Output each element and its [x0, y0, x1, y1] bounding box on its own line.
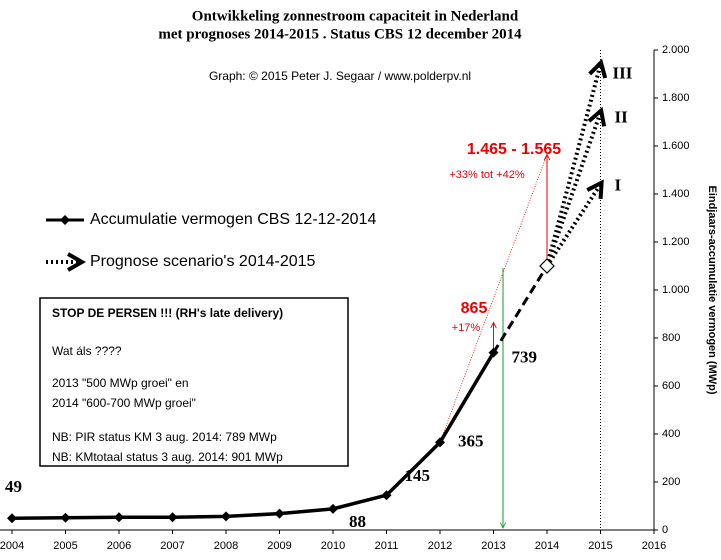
- scenario-line: [545, 106, 607, 267]
- x-tick-label: 2015: [588, 540, 612, 552]
- x-tick-label: 2016: [642, 540, 666, 552]
- series-point: [381, 490, 392, 501]
- x-tick-label: 2012: [428, 540, 452, 552]
- chart-subtitle: met prognoses 2014-2015 . Status CBS 12 …: [158, 26, 522, 42]
- data-label: 145: [405, 466, 431, 485]
- scenario-label: I: [615, 175, 622, 194]
- y-tick-label: 0: [662, 524, 668, 536]
- data-label: 49: [5, 477, 22, 496]
- box-line: 2014 "600-700 MWp groei": [52, 396, 196, 410]
- scenario-label: III: [613, 63, 633, 82]
- x-tick-label: 2004: [0, 540, 24, 552]
- data-label: 365: [458, 431, 484, 450]
- x-tick-label: 2013: [481, 540, 505, 552]
- y-tick-label: 1.400: [662, 188, 690, 200]
- y-tick-label: 2.000: [662, 44, 690, 56]
- y-tick-label: 1.800: [662, 92, 690, 104]
- series-point: [221, 511, 231, 522]
- y-tick-label: 1.600: [662, 140, 690, 152]
- y-tick-label: 200: [662, 476, 680, 488]
- x-tick-label: 2007: [160, 540, 184, 552]
- data-label: 88: [349, 512, 366, 531]
- series-point: [328, 503, 338, 514]
- series-point: [488, 347, 499, 358]
- box-line: NB: PIR status KM 3 aug. 2014: 789 MWp: [52, 430, 277, 444]
- annotation-note: +17%: [452, 322, 481, 334]
- prognosis-line: [492, 265, 549, 354]
- series-line: [11, 351, 496, 520]
- annotation-guide: [439, 154, 548, 443]
- scenario-label: II: [615, 107, 629, 126]
- series-point: [435, 437, 445, 448]
- legend-label: Prognose scenario's 2014-2015: [90, 253, 316, 270]
- series-point: [167, 512, 178, 523]
- x-tick-label: 2008: [214, 540, 238, 552]
- note-box: [39, 297, 349, 467]
- annotation-note: +33% tot +42%: [449, 169, 524, 181]
- x-tick-label: 2009: [267, 540, 291, 552]
- series-point: [60, 512, 71, 523]
- credit: Graph: © 2015 Peter J. Segaar / www.pold…: [209, 69, 471, 83]
- legend-label: Accumulatie vermogen CBS 12-12-2014: [90, 211, 376, 228]
- chart-title: Ontwikkeling zonnestroom capaciteit in N…: [192, 8, 519, 24]
- box-line: Wat áls ????: [52, 344, 122, 358]
- data-label: 739: [512, 348, 538, 367]
- x-tick-label: 2011: [375, 540, 399, 552]
- series-point: [7, 513, 17, 524]
- scenario-line: [545, 58, 608, 267]
- box-title: STOP DE PERSEN !!! (RH's late delivery): [52, 306, 283, 320]
- legend-marker: [60, 215, 70, 225]
- scenario-line: [545, 179, 604, 268]
- x-tick-label: 2005: [53, 540, 77, 552]
- x-tick-label: 2006: [107, 540, 131, 552]
- series-point: [114, 512, 124, 523]
- box-line: NB: KMtotaal status 3 aug. 2014: 901 MWp: [52, 450, 283, 464]
- series-point: [274, 508, 285, 519]
- annotation: 1.465 - 1.565: [467, 141, 561, 158]
- y-tick-label: 800: [662, 332, 680, 344]
- prognosis-point: [539, 258, 555, 274]
- y-tick-label: 1.200: [662, 236, 690, 248]
- y-tick-label: 1.000: [662, 284, 690, 296]
- box-line: 2013 "500 MWp groei" en: [52, 376, 189, 390]
- y-tick-label: 400: [662, 428, 680, 440]
- x-tick-label: 2014: [535, 540, 559, 552]
- y-axis-label: Eindjaars-accumulatie vermogen (MWp): [706, 185, 718, 394]
- annotation: 865: [461, 300, 488, 317]
- x-tick-label: 2010: [321, 540, 345, 552]
- y-tick-label: 600: [662, 380, 680, 392]
